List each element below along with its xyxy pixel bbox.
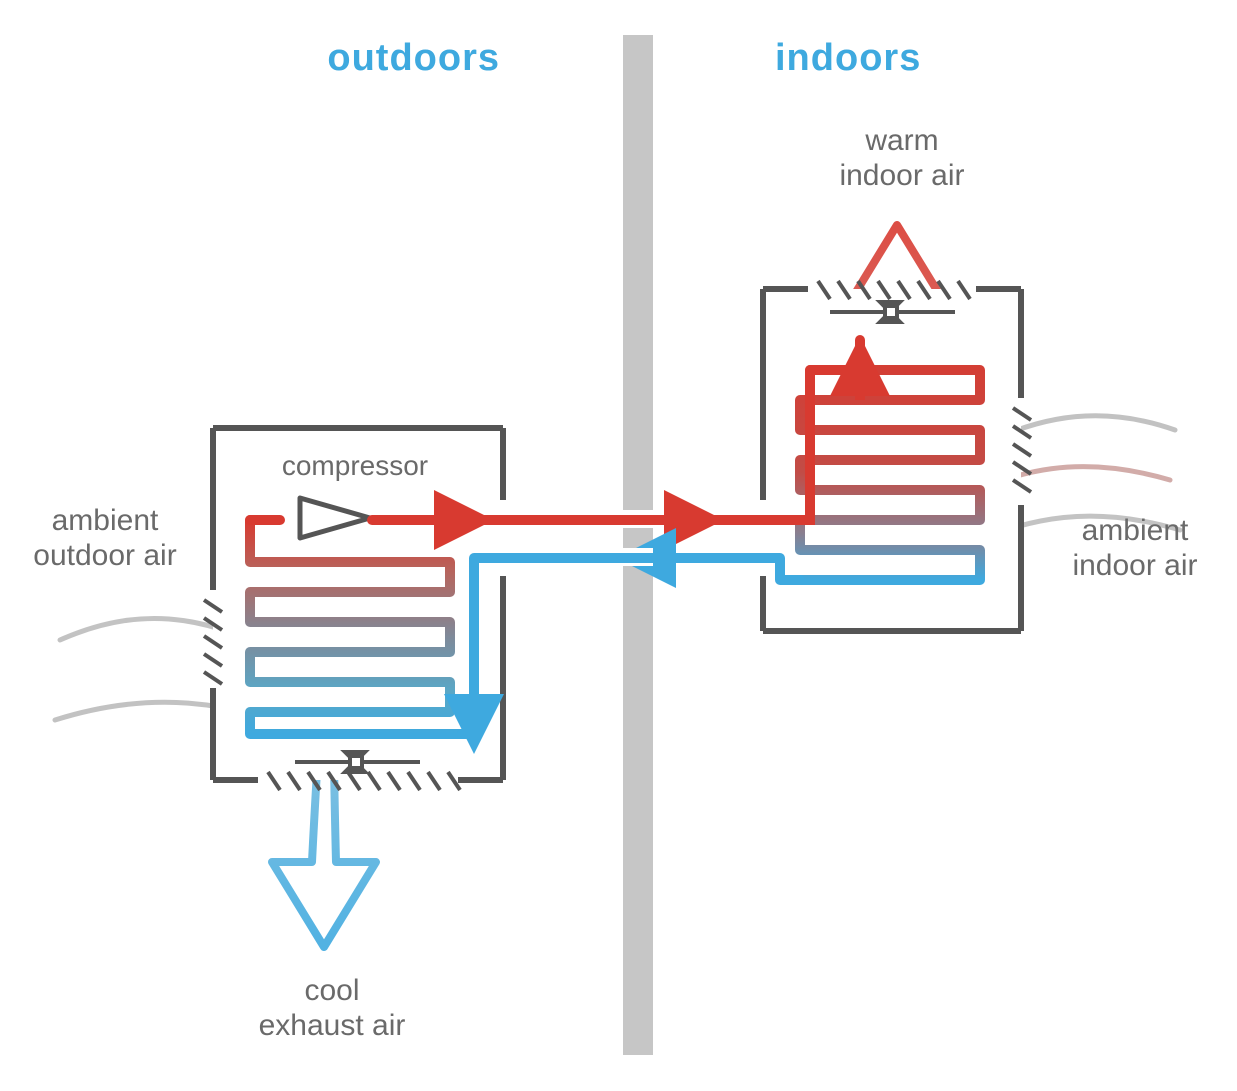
ambient-outdoor-label-2: outdoor air xyxy=(33,539,176,572)
warm-label-2: indoor air xyxy=(839,159,964,192)
heat-pump-diagram: outdoors indoors xyxy=(0,0,1237,1091)
wall-divider xyxy=(623,35,653,1055)
ambient-indoor-label-1: ambient xyxy=(1082,514,1189,547)
ambient-indoor-label-2: indoor air xyxy=(1072,549,1197,582)
cool-label-2: exhaust air xyxy=(259,1009,406,1042)
indoors-header: indoors xyxy=(775,37,921,79)
ambient-outdoor-label-1: ambient xyxy=(52,504,159,537)
cool-label-1: cool xyxy=(304,974,359,1007)
compressor-label: compressor xyxy=(282,450,428,481)
warm-label-1: warm xyxy=(864,124,938,157)
outdoors-header: outdoors xyxy=(327,37,500,79)
